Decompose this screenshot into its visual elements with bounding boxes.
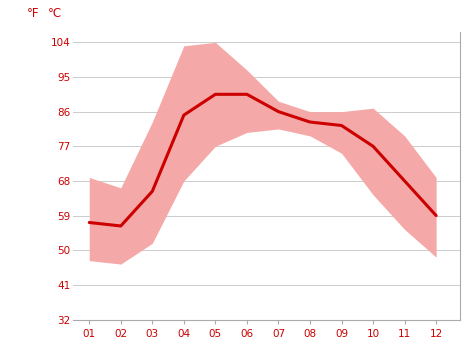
Text: °C: °C	[48, 7, 62, 21]
Text: °F: °F	[27, 7, 39, 21]
